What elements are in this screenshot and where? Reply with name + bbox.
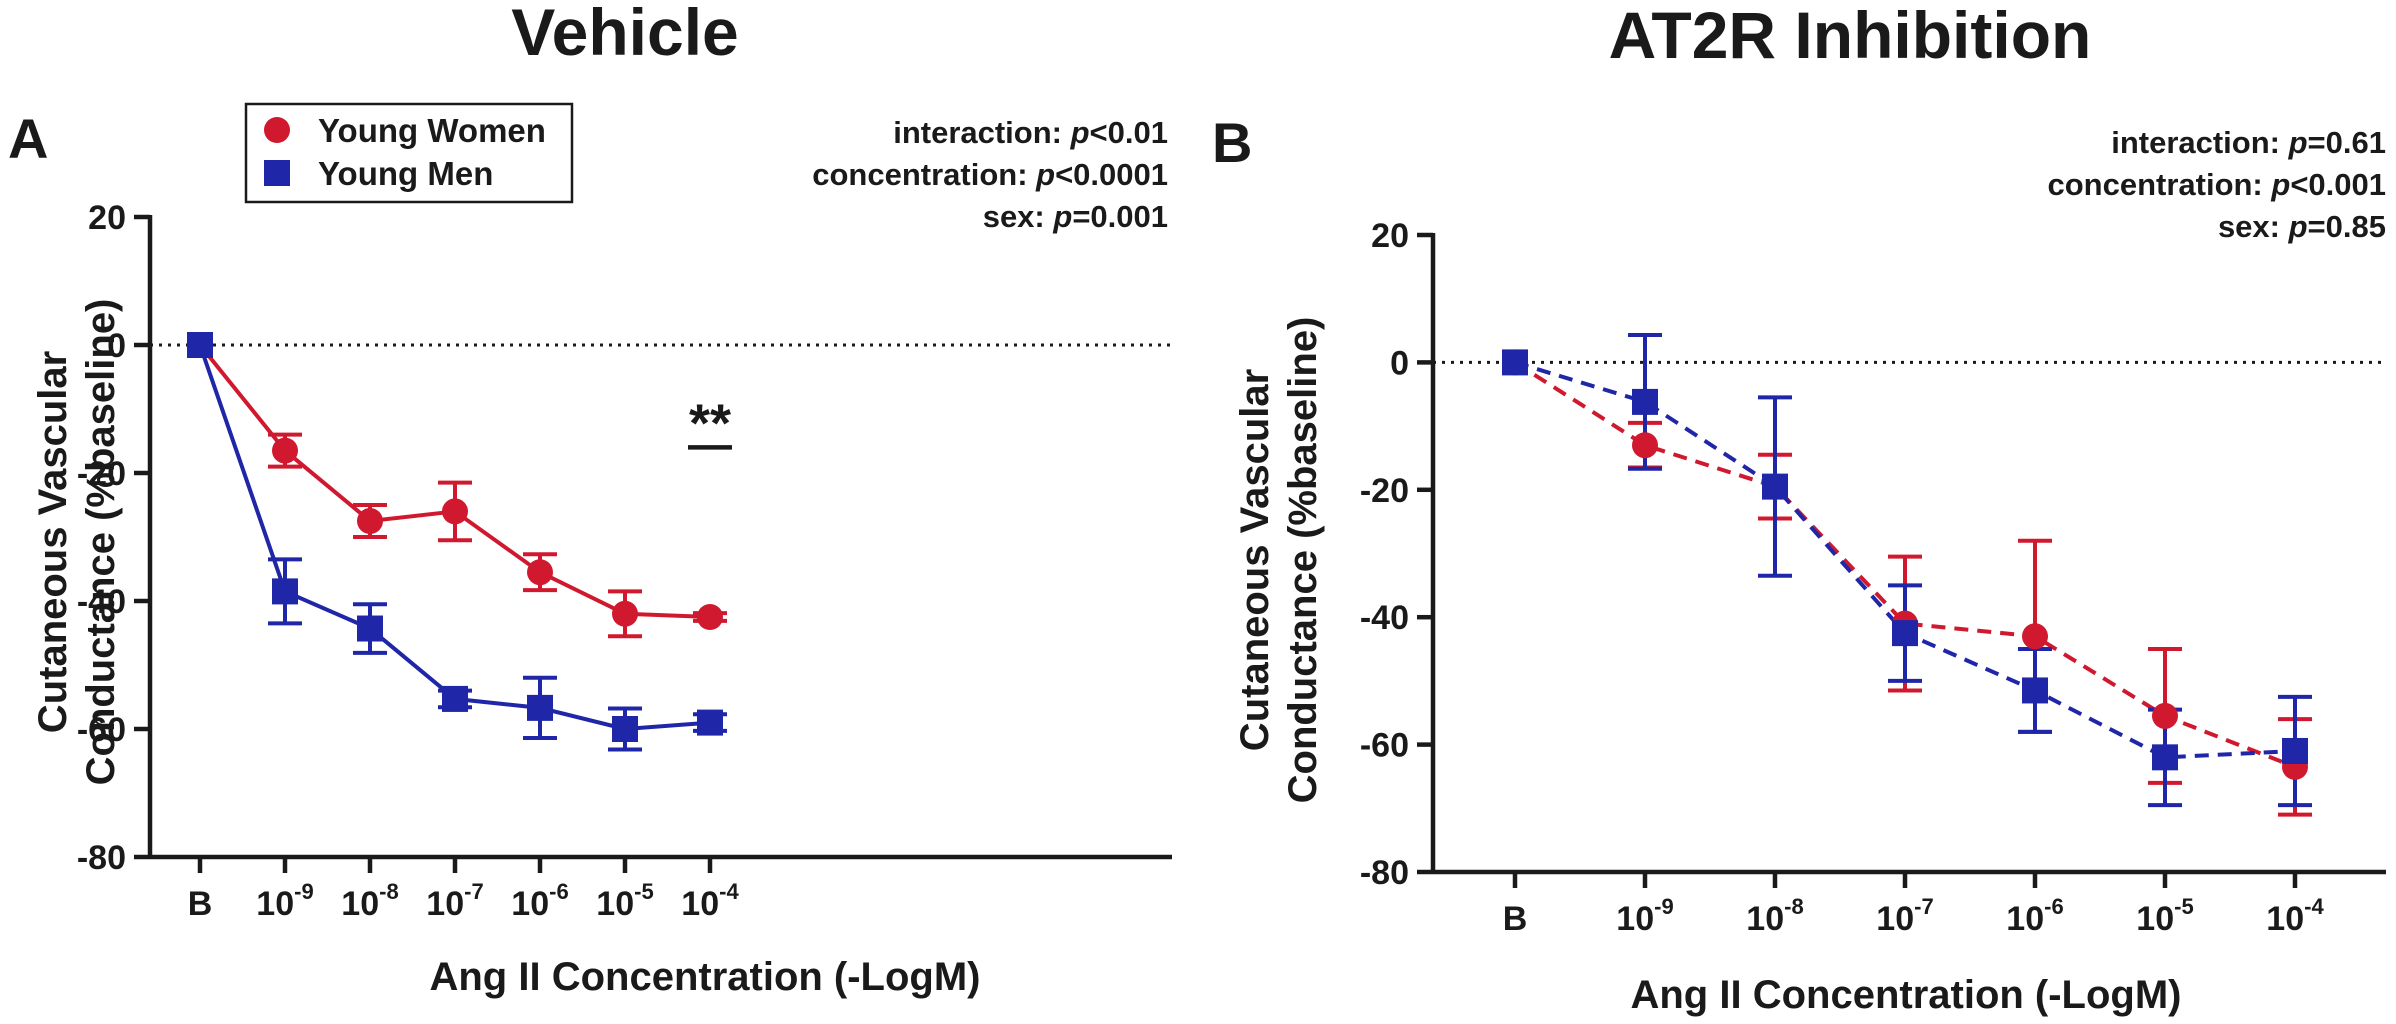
panel-a-y-tick-label: -80 <box>77 839 126 877</box>
panel-b-letter: B <box>1212 111 1252 174</box>
panel-b-ylabel-line2: Conductance (%baseline) <box>1281 317 1325 804</box>
panel-a-xlabel: Ang II Concentration (-LogM) <box>429 955 980 999</box>
panel-b-young-women-point <box>1632 432 1658 459</box>
panel-a-young-men-point <box>612 716 638 742</box>
panel-a-young-women-point <box>612 600 638 627</box>
panel-b-stats: interaction: p=0.61 concentration: p<0.0… <box>2047 125 2386 244</box>
panel-b-x-tick-label: B <box>1503 900 1528 938</box>
panel-a-young-women-point <box>442 498 468 525</box>
stat-sex: sex: p=0.001 <box>983 199 1168 234</box>
panel-b-young-men-point <box>1632 388 1658 415</box>
panel-b-x-tick-label: 10-9 <box>1616 894 1673 938</box>
panel-a-young-men-point <box>442 685 468 712</box>
panel-a-x-tick-label: 10-7 <box>426 879 483 923</box>
panel-a-stats: interaction: p<0.01 concentration: p<0.0… <box>812 115 1168 234</box>
panel-a-ylabel-line2: Conductance (%baseline) <box>79 299 123 786</box>
panel-b-x-tick-label: 10-7 <box>1876 894 1933 938</box>
panel-a-letter: A <box>8 107 48 170</box>
panel-a-y-tick-label: -60 <box>77 711 126 749</box>
panel-b-title: AT2R Inhibition <box>1609 0 2092 72</box>
panel-a-young-men-point <box>272 578 298 605</box>
stat-concentration: concentration: p<0.001 <box>2047 167 2386 202</box>
panel-a-title: Vehicle <box>511 0 739 69</box>
panel-b-young-women-point <box>2152 702 2178 729</box>
panel-a: Vehicle A Ang II Concentration (-LogM) C… <box>8 0 1172 999</box>
panel-b-y-tick-label: -20 <box>1360 472 1409 510</box>
panel-b-young-women-point <box>2022 623 2048 650</box>
legend-label-young-men: Young Men <box>318 155 493 192</box>
panel-a-young-men-point <box>357 615 383 642</box>
panel-b-young-men-point <box>1892 620 1918 647</box>
panel-a-x-tick-label: 10-9 <box>256 879 313 923</box>
stat-interaction: interaction: p<0.01 <box>893 115 1168 150</box>
panel-b-y-tick-label: 20 <box>1371 217 1409 255</box>
panel-b-ylabel-line1: Cutaneous Vascular <box>1233 369 1277 751</box>
panel-b-y-tick-label: -60 <box>1360 727 1409 765</box>
stat-concentration: concentration: p<0.0001 <box>812 157 1168 192</box>
panel-a-y-tick-label: -20 <box>77 455 126 493</box>
panel-a-young-women-point <box>357 508 383 534</box>
stat-interaction: interaction: p=0.61 <box>2111 125 2386 160</box>
panel-a-significance-label: ** <box>689 393 731 453</box>
panel-a-ylabel-line1: Cutaneous Vascular <box>31 351 75 733</box>
panel-a-young-women-point <box>527 559 553 586</box>
panel-a-y-tick-label: 0 <box>107 327 126 365</box>
panel-a-young-men-point <box>187 332 213 358</box>
panel-b-y-tick-label: 0 <box>1390 344 1409 382</box>
panel-b-young-men-point <box>2152 744 2178 771</box>
panel-a-young-men-point <box>527 694 553 721</box>
panel-a-x-tick-label: 10-8 <box>341 879 398 923</box>
legend-box <box>244 102 574 204</box>
panel-a-young-women-point <box>272 437 298 464</box>
stat-sex: sex: p=0.85 <box>2218 209 2386 244</box>
legend-label-young-women: Young Women <box>318 112 546 149</box>
panel-b-young-men-point <box>2282 737 2308 764</box>
panel-b: AT2R Inhibition B Ang II Concentration (… <box>1212 0 2386 1017</box>
panel-b-xlabel: Ang II Concentration (-LogM) <box>1630 973 2181 1017</box>
panel-b-young-men-point <box>1762 473 1788 500</box>
legend: Young Women Young Men <box>244 102 574 204</box>
panel-b-young-men-point <box>1502 349 1528 376</box>
panel-a-y-tick-label: -40 <box>77 583 126 621</box>
panel-b-young-men-point <box>2022 677 2048 704</box>
panel-b-x-tick-label: 10-6 <box>2006 894 2063 938</box>
legend-marker-young-men <box>264 160 290 186</box>
panel-a-x-tick-label: 10-6 <box>511 879 568 923</box>
panel-a-y-tick-label: 20 <box>88 199 126 237</box>
legend-marker-young-women <box>264 117 290 143</box>
panel-a-x-tick-label: 10-4 <box>681 879 739 923</box>
panel-b-x-tick-label: 10-4 <box>2266 894 2324 938</box>
panel-b-x-tick-label: 10-8 <box>1746 894 1803 938</box>
panel-b-y-tick-label: -80 <box>1360 854 1409 892</box>
panel-a-x-tick-label: 10-5 <box>596 879 653 923</box>
panel-a-x-tick-label: B <box>188 885 213 923</box>
panel-b-y-tick-label: -40 <box>1360 599 1409 637</box>
panel-a-young-women-point <box>697 604 723 630</box>
panel-a-young-men-point <box>697 709 723 736</box>
panel-b-x-tick-label: 10-5 <box>2136 894 2193 938</box>
